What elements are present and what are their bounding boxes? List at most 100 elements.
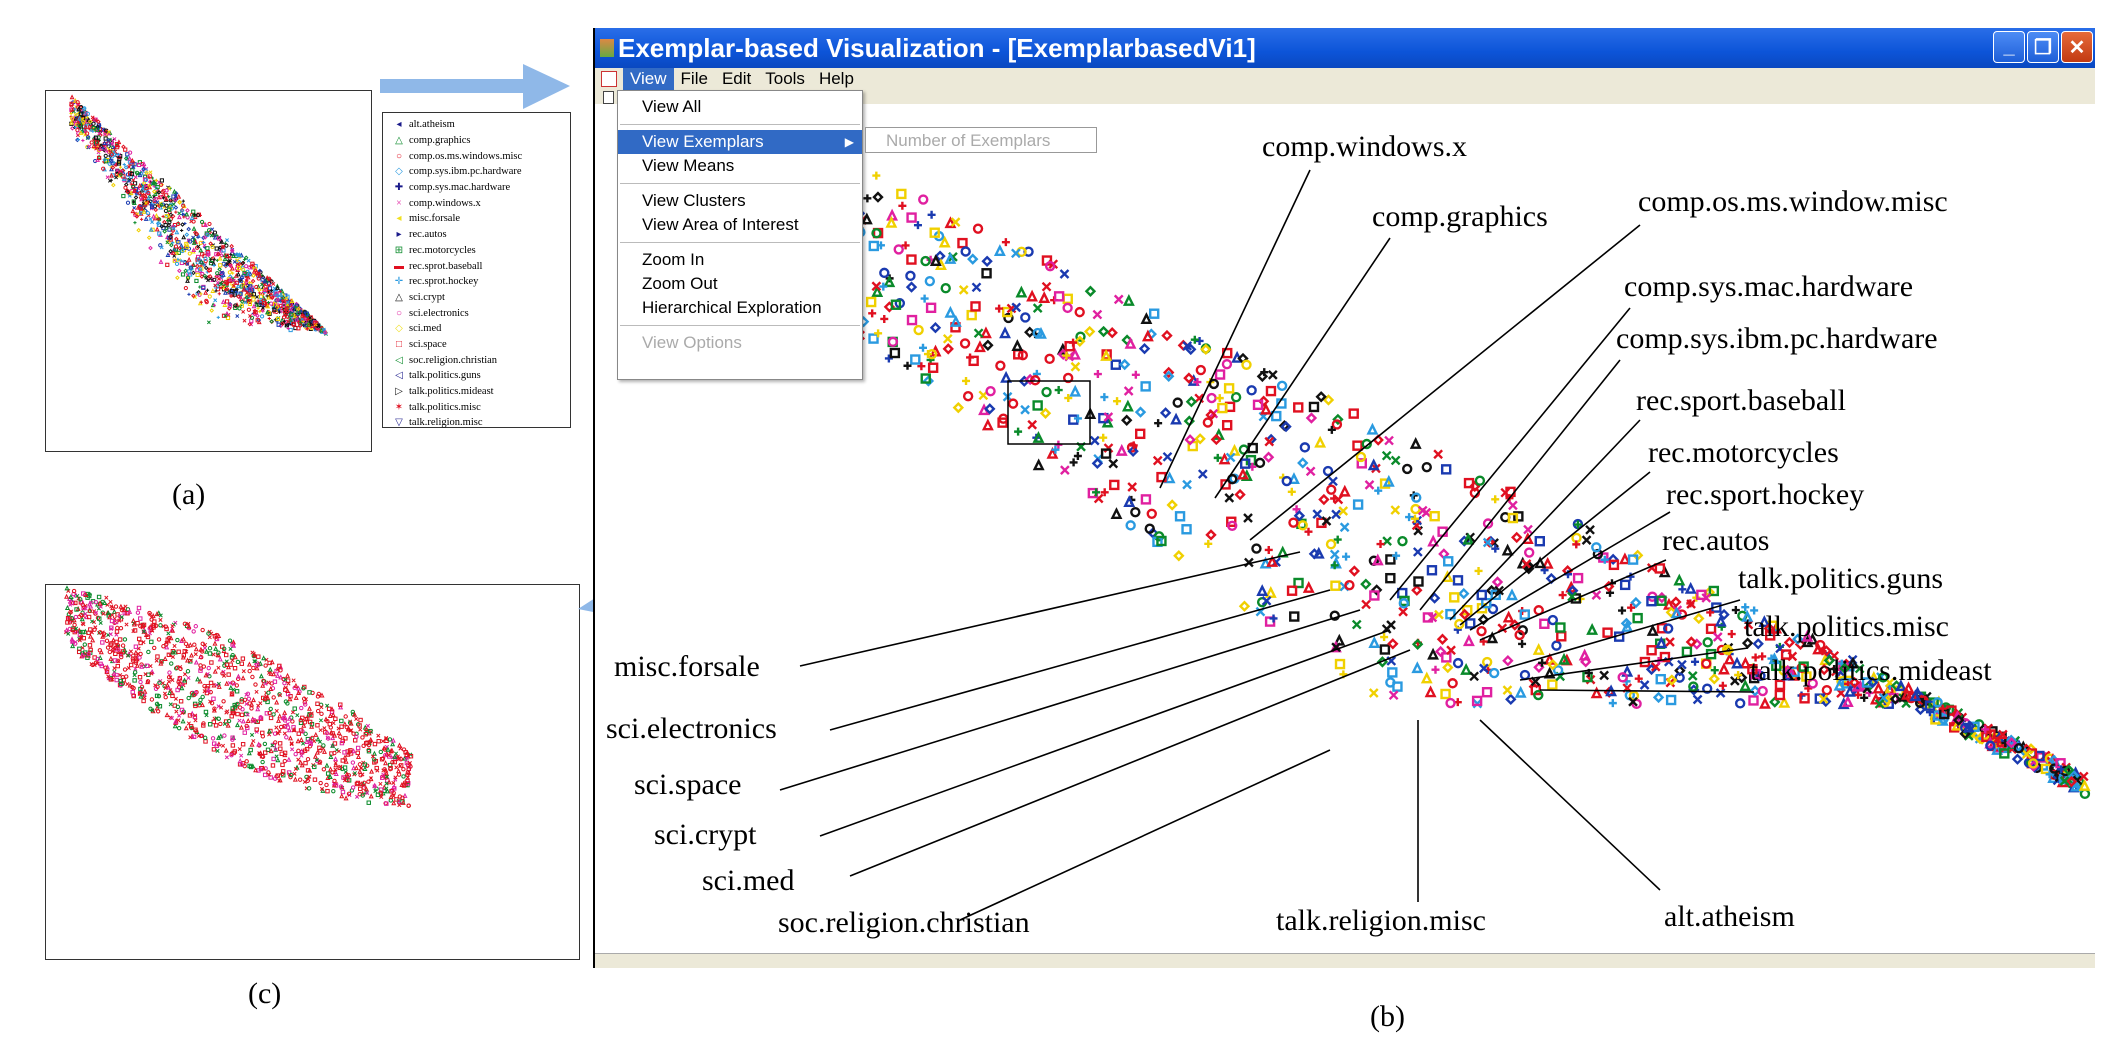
restore-button[interactable]: ❐ <box>2027 31 2059 63</box>
scatter-point <box>1676 609 1688 620</box>
scatter-point <box>890 299 902 310</box>
scatter-point <box>308 741 313 747</box>
scatter-point <box>1262 451 1275 463</box>
scatter-point <box>99 663 104 669</box>
scatter-point <box>241 309 246 314</box>
scatter-point <box>1113 397 1122 406</box>
scatter-point <box>83 606 88 611</box>
scatter-point <box>1264 436 1275 447</box>
menu-view[interactable]: View <box>623 68 674 90</box>
leader-line <box>829 589 1331 731</box>
scatter-point <box>887 336 899 348</box>
scatter-point <box>234 722 240 728</box>
menu-edit[interactable]: Edit <box>721 69 752 88</box>
scatter-point <box>1861 677 1873 688</box>
scatter-point <box>1750 606 1759 615</box>
menu-item-zoom-out[interactable]: Zoom Out <box>642 274 718 293</box>
scatter-point <box>249 315 255 320</box>
scatter-point <box>280 290 286 296</box>
scatter-point <box>224 253 229 258</box>
scatter-point <box>130 164 135 169</box>
menu-file[interactable]: File <box>680 69 708 88</box>
scatter-point <box>96 154 102 160</box>
scatter-point <box>920 373 931 384</box>
scatter-point <box>1100 393 1109 402</box>
menu-help[interactable]: Help <box>818 69 854 88</box>
scatter-point <box>1293 402 1304 413</box>
legend-item: ✚ comp.sys.mac.hardware <box>389 180 566 196</box>
scatter-point <box>227 260 232 265</box>
scatter-point <box>1783 636 1796 649</box>
scatter-point <box>206 251 211 256</box>
scatter-point <box>195 272 200 278</box>
scatter-point <box>98 604 103 609</box>
scatter-point <box>901 241 910 250</box>
close-button[interactable]: ✕ <box>2061 31 2093 63</box>
menu-item-view-exemplars[interactable]: View Exemplars ▶ <box>618 130 862 154</box>
menu-item-view-area-of-interest[interactable]: View Area of Interest <box>642 215 799 234</box>
scatter-point <box>186 256 192 262</box>
scatter-point <box>270 763 276 768</box>
label-comp-windows-x: comp.windows.x <box>1262 130 1467 163</box>
menu-item-hierarchical-exploration[interactable]: Hierarchical Exploration <box>642 298 822 317</box>
scatter-point <box>333 771 339 777</box>
scatter-point <box>261 305 265 310</box>
scatter-point <box>68 610 73 615</box>
scatter-point <box>1705 623 1717 634</box>
scatter-point <box>199 702 205 708</box>
scatter-point <box>1585 524 1595 535</box>
scatter-point <box>265 699 270 705</box>
scatter-point <box>130 208 136 214</box>
scatter-point <box>244 264 249 269</box>
area-of-interest-box[interactable] <box>1007 380 1091 445</box>
scatter-point <box>267 666 273 672</box>
scatter-point <box>906 314 918 326</box>
menu-item-view-means[interactable]: View Means <box>642 156 735 175</box>
scatter-point <box>114 677 119 683</box>
menu-item-zoom-in[interactable]: Zoom In <box>642 250 705 269</box>
legend-label: rec.motorcycles <box>409 244 476 256</box>
scatter-point <box>1123 386 1134 396</box>
scatter-point <box>159 245 164 250</box>
scatter-point <box>1332 413 1344 426</box>
document-icon[interactable] <box>601 71 617 87</box>
scatter-point <box>1823 654 1836 667</box>
scatter-point <box>273 747 278 752</box>
menu-item-view-clusters[interactable]: View Clusters <box>642 191 746 210</box>
scatter-point <box>1379 644 1391 655</box>
scatter-point <box>339 793 345 799</box>
label-comp-os-ms-window-misc: comp.os.ms.window.misc <box>1638 185 1948 218</box>
scatter-point <box>110 605 116 611</box>
scatter-point <box>253 659 258 664</box>
scatter-point <box>244 295 250 300</box>
scatter-point <box>1763 622 1775 635</box>
scatter-point <box>131 653 136 658</box>
scatter-point <box>208 261 214 266</box>
minimize-button[interactable]: _ <box>1993 31 2025 63</box>
scatter-point <box>131 178 136 183</box>
scatter-point <box>164 682 170 688</box>
scatter-point <box>128 190 134 196</box>
menu-tools[interactable]: Tools <box>765 69 805 88</box>
new-document-icon[interactable] <box>603 91 614 104</box>
scatter-point <box>206 687 212 693</box>
scatter-point <box>1692 694 1703 705</box>
scatter-point <box>1421 461 1432 473</box>
title-bar[interactable]: Exemplar-based Visualization - [Exemplar… <box>595 28 2095 68</box>
scatter-point <box>1126 442 1138 453</box>
scatter-point <box>266 311 271 316</box>
scatter-point <box>286 326 290 331</box>
scatter-point <box>408 754 414 759</box>
menu-item-view-all[interactable]: View All <box>642 97 702 116</box>
submenu-number-of-exemplars[interactable]: Number of Exemplars <box>865 127 1097 153</box>
scatter-point <box>146 649 151 655</box>
scatter-point <box>1514 629 1525 641</box>
scatter-point <box>238 724 244 730</box>
menu-item-view-options[interactable]: View Options <box>642 333 742 352</box>
scatter-point <box>224 310 230 316</box>
scatter-point <box>1334 658 1346 670</box>
scatter-point <box>79 111 84 116</box>
scatter-point <box>1482 518 1494 529</box>
scatter-point <box>924 275 936 287</box>
scatter-point <box>262 741 268 747</box>
